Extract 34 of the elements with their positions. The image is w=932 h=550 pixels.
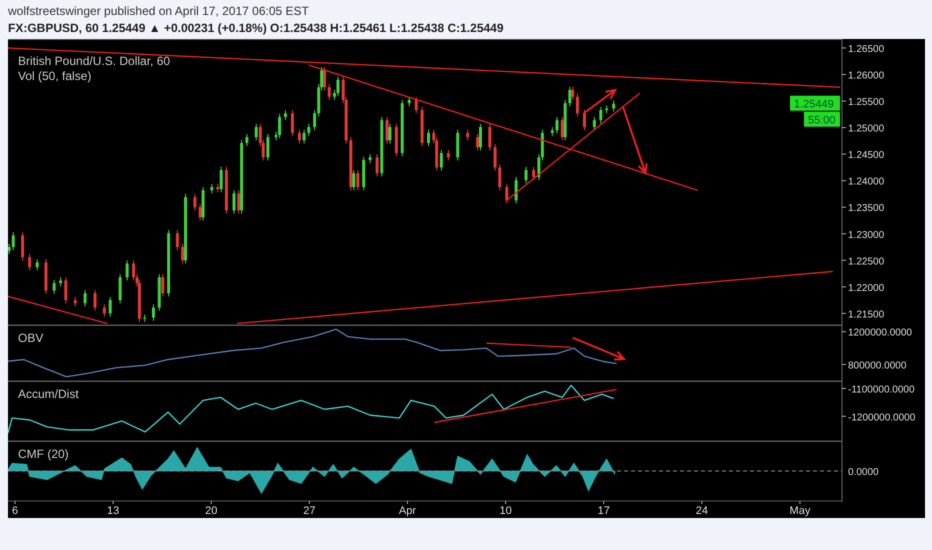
chart-subtitle: FX:GBPUSD, 60 1.25449 ▲ +0.00231 (+0.18%) O:1.25438 H:1.25461 L:1.25438 C:1.25449 [8,21,504,35]
chart-title: wolfstreetswinger published on April 17, 2017 06:05 EST [7,4,310,18]
x-tick-label: 17 [598,505,610,517]
y-tick-label: 1.26000 [848,70,885,82]
chart-title: CMF (20) [18,447,69,461]
y-tick-label: -1200000.0000 [848,412,916,424]
text: OBV [18,331,44,345]
x-tick-label: 27 [303,505,316,517]
x-tick-label: 24 [696,505,708,517]
y-tick-label: 1.26500 [848,44,885,55]
y-tick-label: 1.23500 [848,203,885,214]
x-tick-label: May [790,505,811,517]
y-tick-label: 1.21500 [848,309,885,320]
annotation: 55:00 [808,114,836,127]
ref-line-label: 0.0000 [848,467,880,478]
y-tick-label: 1.22000 [848,282,885,294]
y-tick-label: -1100000.0000 [848,384,915,396]
annotation: British Pound/U.S. Dollar, 60 [18,54,170,68]
y-tick-label: 1.24000 [848,176,885,188]
y-tick-label: 800000.0000 [848,360,907,372]
x-tick-label: Apr [398,505,416,517]
y-tick-label: 1.22500 [848,256,885,268]
y-tick-label: 1.25500 [848,97,885,108]
annotation: Vol (50, false) [18,69,92,83]
y-tick-label: 1.24500 [848,150,885,162]
chart-title: Accum/Dist [18,387,80,401]
annotation: 1.25449 [794,98,834,111]
x-tick-label: 10 [499,505,512,517]
y-tick-label: 1.23000 [848,230,885,241]
x-tick-label: 20 [205,505,218,517]
y-tick-label: 1.25000 [848,124,885,135]
x-tick-label: 13 [107,505,120,517]
x-tick-label: 6 [12,505,18,517]
y-tick-label: 1200000.0000 [848,328,912,339]
